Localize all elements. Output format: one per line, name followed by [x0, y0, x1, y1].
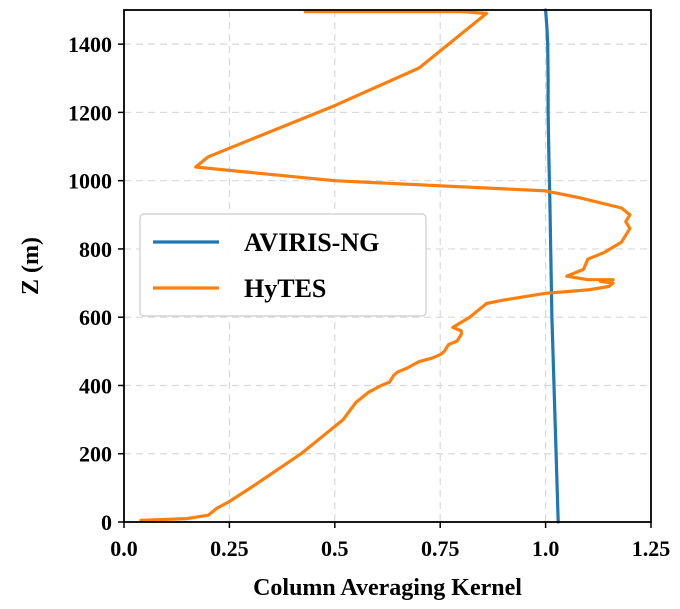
y-tick-label: 1000 — [68, 169, 112, 194]
x-tick-label: 0.5 — [321, 536, 349, 561]
legend: AVIRIS-NG HyTES — [139, 213, 427, 317]
y-axis-label: Z (m) — [18, 237, 44, 295]
x-tick-label: 0.75 — [421, 536, 460, 561]
x-axis-label: Column Averaging Kernel — [253, 575, 522, 601]
series-line-aviris-ng — [543, 8, 560, 524]
series-layer — [139, 8, 632, 524]
plot-frame — [123, 9, 652, 523]
legend-label-aviris-ng: AVIRIS-NG — [244, 228, 379, 257]
y-tick-label: 1200 — [68, 100, 112, 125]
x-tick-label: 1.25 — [632, 536, 671, 561]
y-tick-label: 400 — [79, 373, 112, 398]
y-tick-label: 0 — [101, 510, 112, 535]
x-tick-label: 0.0 — [110, 536, 138, 561]
series-line-hytes — [139, 10, 632, 522]
legend-label-hytes: HyTES — [244, 274, 326, 303]
y-tick-label: 600 — [79, 305, 112, 330]
tick-layer: 0.0 0.25 0.5 0.75 1.0 1.25 0 200 400 600 800 1000 12… — [68, 32, 670, 561]
x-tick-label: 1.0 — [532, 536, 560, 561]
y-tick-label: 200 — [79, 442, 112, 467]
x-tick-label: 0.25 — [210, 536, 249, 561]
y-tick-label: 800 — [79, 237, 112, 262]
y-tick-label: 1400 — [68, 32, 112, 57]
legend-box — [139, 213, 427, 317]
